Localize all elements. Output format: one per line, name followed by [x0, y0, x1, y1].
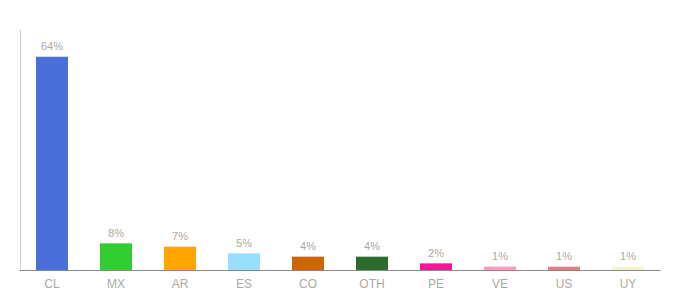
svg-text:AR: AR: [172, 277, 189, 291]
svg-text:1%: 1%: [492, 250, 508, 262]
svg-text:5%: 5%: [236, 237, 252, 249]
svg-text:PE: PE: [428, 277, 444, 291]
svg-text:CL: CL: [44, 277, 60, 291]
svg-text:CO: CO: [299, 277, 317, 291]
svg-text:7%: 7%: [172, 230, 188, 242]
svg-text:1%: 1%: [620, 250, 636, 262]
svg-text:OTH: OTH: [359, 277, 384, 291]
svg-text:1%: 1%: [556, 250, 572, 262]
svg-text:4%: 4%: [300, 240, 316, 252]
svg-text:2%: 2%: [428, 247, 444, 259]
svg-text:US: US: [556, 277, 573, 291]
svg-text:ES: ES: [236, 277, 252, 291]
svg-text:64%: 64%: [41, 40, 63, 52]
svg-text:4%: 4%: [364, 240, 380, 252]
svg-text:MX: MX: [107, 277, 125, 291]
svg-text:UY: UY: [620, 277, 637, 291]
svg-text:8%: 8%: [108, 227, 124, 239]
svg-text:VE: VE: [492, 277, 508, 291]
